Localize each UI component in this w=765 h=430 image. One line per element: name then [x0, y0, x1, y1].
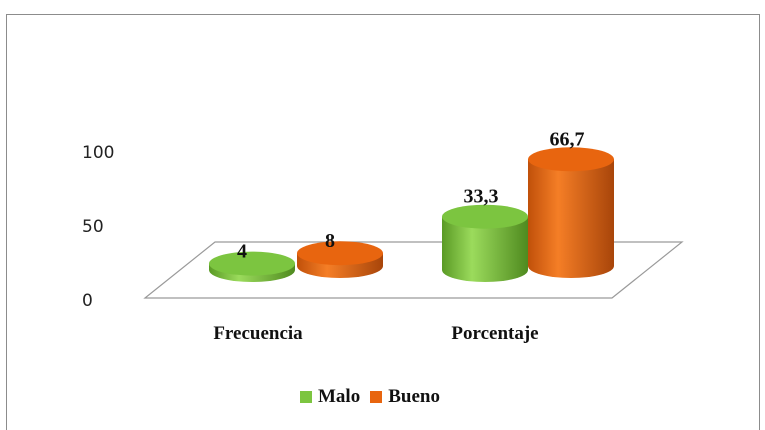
legend-swatch: [370, 391, 383, 403]
bar-bueno-porcentaje: [528, 147, 614, 278]
data-label: 8: [325, 230, 335, 252]
legend-label: Bueno: [388, 386, 440, 407]
y-tick-label: 50: [82, 217, 104, 237]
bar-top-cap: [297, 241, 383, 266]
legend: Malo Bueno: [300, 386, 450, 408]
data-label: 4: [237, 241, 247, 263]
data-label: 66,7: [550, 128, 585, 150]
y-tick-label: 100: [82, 143, 114, 163]
chart-frame: [6, 14, 760, 430]
bar-top-cap: [209, 251, 295, 276]
bar-series-group: [209, 147, 614, 282]
bar-malo-porcentaje: [442, 204, 528, 282]
legend-swatch: [300, 391, 312, 403]
bar-malo-frecuencia: [209, 251, 295, 282]
y-tick-label: 0: [82, 291, 93, 311]
bar-body: [442, 216, 528, 282]
bar-top-cap: [528, 147, 614, 172]
bar-bueno-frecuencia: [297, 241, 383, 278]
legend-label: Malo: [318, 386, 361, 407]
data-label-group: 4 33,3 8 66,7: [237, 128, 585, 262]
data-label: 33,3: [464, 186, 499, 208]
bar-body: [528, 159, 614, 278]
bar-top-cap: [442, 204, 528, 229]
legend-item-bueno: Bueno: [370, 386, 440, 408]
x-category-label: Frecuencia: [213, 323, 303, 344]
legend-item-malo: Malo: [300, 386, 360, 408]
x-category-label: Porcentaje: [451, 323, 538, 344]
